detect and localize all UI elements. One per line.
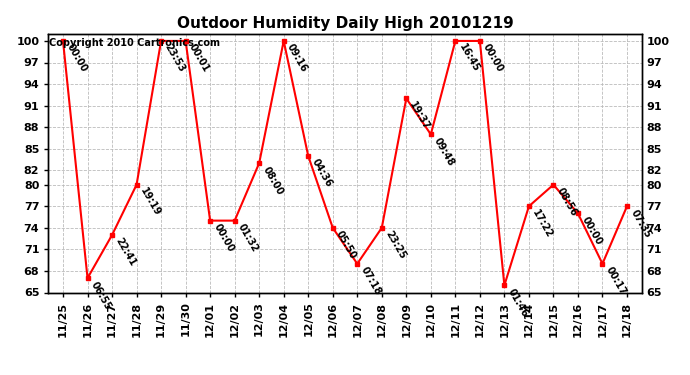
Text: 04:36: 04:36 [310, 158, 334, 189]
Text: 01:32: 01:32 [236, 222, 260, 254]
Text: 08:00: 08:00 [261, 165, 285, 196]
Text: 16:45: 16:45 [457, 42, 481, 74]
Text: 19:19: 19:19 [138, 186, 162, 218]
Text: 09:48: 09:48 [432, 136, 456, 168]
Text: 22:41: 22:41 [113, 236, 137, 268]
Text: 00:17: 00:17 [604, 265, 628, 297]
Text: 00:00: 00:00 [481, 42, 505, 74]
Text: 07:35: 07:35 [629, 208, 653, 240]
Text: 07:18: 07:18 [359, 265, 383, 297]
Text: 06:55: 06:55 [89, 279, 113, 311]
Text: 05:50: 05:50 [334, 229, 358, 261]
Text: 23:25: 23:25 [383, 229, 407, 261]
Text: 08:56: 08:56 [555, 186, 579, 218]
Text: 01:46: 01:46 [506, 287, 530, 318]
Text: 17:22: 17:22 [531, 208, 555, 240]
Text: 00:01: 00:01 [187, 42, 211, 74]
Title: Outdoor Humidity Daily High 20101219: Outdoor Humidity Daily High 20101219 [177, 16, 513, 31]
Text: 00:00: 00:00 [64, 42, 88, 74]
Text: 19:37: 19:37 [408, 100, 432, 132]
Text: Copyright 2010 Cartronics.com: Copyright 2010 Cartronics.com [50, 38, 221, 48]
Text: 00:00: 00:00 [212, 222, 236, 254]
Text: 23:53: 23:53 [162, 42, 186, 74]
Text: 00:00: 00:00 [580, 215, 604, 247]
Text: 09:16: 09:16 [285, 42, 309, 74]
